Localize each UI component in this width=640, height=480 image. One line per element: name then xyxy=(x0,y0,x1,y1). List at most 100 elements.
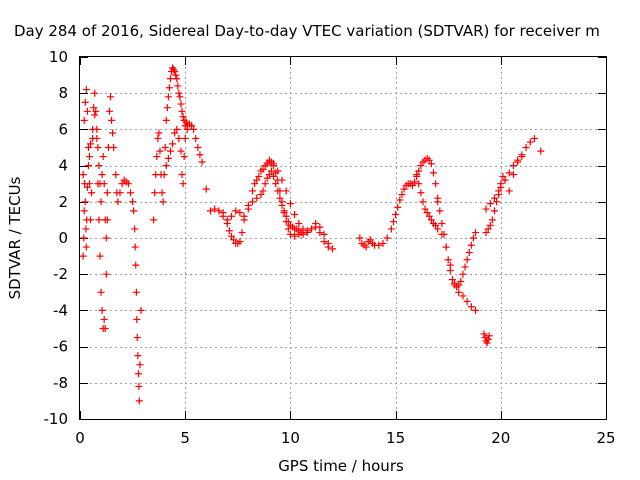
data-point xyxy=(499,172,507,180)
data-point xyxy=(98,171,106,179)
data-point xyxy=(356,234,364,242)
x-tick-label: 10 xyxy=(281,429,300,447)
tick-labels: 0 5 10 15 20 25 -10 -8 -6 -4 -2 0 2 4 6 8 10 xyxy=(44,48,616,447)
data-point xyxy=(88,189,96,197)
data-point xyxy=(442,243,450,251)
data-point xyxy=(161,144,169,151)
data-point xyxy=(396,196,404,204)
data-point xyxy=(156,147,164,155)
data-point xyxy=(265,156,273,164)
data-point xyxy=(417,189,425,197)
data-point xyxy=(282,187,290,195)
data-point xyxy=(282,212,290,220)
data-point xyxy=(480,330,488,338)
data-point xyxy=(253,176,261,184)
data-point xyxy=(427,160,435,168)
data-point xyxy=(95,162,103,170)
data-point xyxy=(375,241,383,249)
data-point xyxy=(134,370,142,378)
data-point xyxy=(124,180,132,188)
data-point xyxy=(485,332,493,340)
data-point xyxy=(444,256,452,264)
data-point xyxy=(87,140,95,148)
data-point xyxy=(379,239,387,247)
data-point xyxy=(100,315,108,323)
data-point xyxy=(196,151,204,159)
data-point xyxy=(505,169,513,177)
data-point xyxy=(166,147,174,155)
data-point xyxy=(227,212,235,220)
data-point xyxy=(408,182,416,190)
data-point xyxy=(118,180,126,188)
data-point xyxy=(434,225,442,233)
y-tick-label: -10 xyxy=(44,410,69,428)
data-point xyxy=(79,171,87,179)
data-point xyxy=(446,267,454,275)
y-tick-label: -4 xyxy=(53,301,68,319)
data-point xyxy=(467,241,475,249)
data-point xyxy=(280,207,288,215)
data-point xyxy=(102,234,110,242)
plot-frame xyxy=(79,56,607,420)
data-point xyxy=(82,86,90,94)
x-axis-label: GPS time / hours xyxy=(278,457,404,475)
data-point xyxy=(172,71,180,79)
data-point xyxy=(263,160,271,168)
data-point xyxy=(472,306,480,314)
data-point xyxy=(457,277,465,285)
y-tick-label: -2 xyxy=(53,265,68,283)
data-point xyxy=(194,144,202,151)
data-point xyxy=(415,180,423,188)
data-point xyxy=(84,144,92,151)
data-point xyxy=(490,207,498,215)
x-tick-label: 15 xyxy=(386,429,405,447)
data-point xyxy=(179,180,187,188)
data-point xyxy=(438,220,446,228)
data-point xyxy=(93,125,101,133)
data-point xyxy=(398,191,406,199)
data-point xyxy=(328,245,336,253)
x-tick-label: 5 xyxy=(180,429,190,447)
data-point xyxy=(112,171,120,179)
data-point xyxy=(421,205,429,213)
data-point xyxy=(387,225,395,233)
data-point xyxy=(198,158,206,166)
data-point xyxy=(91,111,99,119)
data-point xyxy=(169,140,177,148)
data-point xyxy=(91,89,99,97)
grid-lines xyxy=(80,57,606,419)
data-point xyxy=(96,252,104,260)
data-point xyxy=(486,200,494,208)
data-point xyxy=(312,220,320,228)
data-point xyxy=(177,147,185,155)
data-point xyxy=(461,263,469,271)
data-point xyxy=(514,158,522,166)
data-point xyxy=(482,229,490,237)
data-point xyxy=(238,229,246,237)
data-point xyxy=(166,75,174,83)
data-point xyxy=(159,198,167,206)
data-point xyxy=(488,216,496,224)
data-point xyxy=(202,185,210,193)
data-point xyxy=(530,134,538,142)
data-point xyxy=(495,187,503,195)
data-point xyxy=(263,174,271,182)
chart-title: Day 284 of 2016, Sidereal Day-to-day VTE… xyxy=(14,22,600,40)
data-point xyxy=(509,171,517,179)
data-point xyxy=(162,162,170,170)
data-point xyxy=(320,230,328,238)
data-point xyxy=(95,216,103,224)
data-point xyxy=(131,225,139,233)
data-point xyxy=(102,270,110,278)
data-point xyxy=(522,144,530,151)
data-point xyxy=(324,239,332,247)
data-point xyxy=(114,198,122,206)
data-point xyxy=(223,216,231,224)
data-point xyxy=(126,189,134,197)
data-point xyxy=(400,185,408,193)
data-point xyxy=(249,187,257,195)
data-point xyxy=(163,104,171,112)
y-tick-label: 2 xyxy=(58,193,68,211)
data-point xyxy=(80,116,88,124)
data-point xyxy=(171,67,179,75)
